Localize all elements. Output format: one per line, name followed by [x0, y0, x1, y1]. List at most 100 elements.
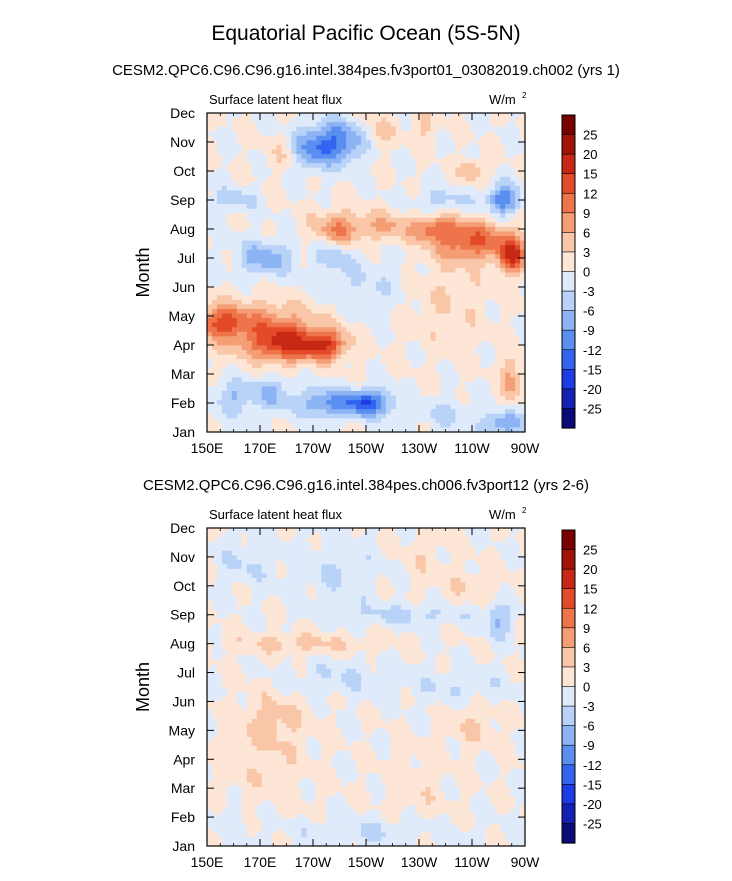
- heatmap-cell: [410, 135, 417, 141]
- heatmap-cell: [380, 550, 387, 556]
- heatmap-cell: [251, 418, 258, 424]
- heatmap-cell: [221, 249, 228, 255]
- heatmap-cell: [361, 340, 367, 346]
- heatmap-cell: [410, 140, 417, 146]
- heatmap-cell: [445, 231, 451, 237]
- heatmap-cell: [261, 254, 268, 260]
- heatmap-cell: [445, 336, 451, 342]
- heatmap-cell: [207, 363, 213, 369]
- heatmap-cell: [390, 263, 397, 269]
- heatmap-cell: [475, 395, 481, 401]
- heatmap-cell: [271, 181, 277, 187]
- heatmap-cell: [351, 254, 357, 260]
- heatmap-cell: [410, 245, 417, 251]
- heatmap-cell: [351, 345, 357, 351]
- heatmap-cell: [415, 222, 422, 228]
- heatmap-cell: [520, 427, 526, 433]
- heatmap-cell: [515, 144, 521, 150]
- heatmap-cell: [490, 217, 496, 223]
- heatmap-cell: [301, 318, 307, 324]
- heatmap-cell: [385, 550, 392, 556]
- heatmap-cell: [465, 195, 471, 200]
- heatmap-cell: [296, 400, 302, 406]
- heatmap-cell: [251, 135, 258, 141]
- heatmap-cell: [226, 322, 233, 328]
- heatmap-cell: [415, 113, 422, 118]
- x-tick-label: 110W: [454, 440, 490, 456]
- heatmap-cell: [216, 528, 223, 533]
- heatmap-cell: [480, 240, 486, 246]
- heatmap-cell: [231, 281, 238, 287]
- heatmap-cell: [226, 222, 233, 228]
- heatmap-cell: [326, 163, 332, 169]
- heatmap-cell: [291, 195, 297, 200]
- heatmap-cell: [370, 208, 377, 214]
- heatmap-cell: [370, 249, 377, 255]
- heatmap-cell: [331, 158, 337, 164]
- heatmap-cell: [236, 172, 243, 178]
- heatmap-cell: [316, 167, 322, 173]
- heatmap-cell: [251, 318, 258, 324]
- heatmap-cell: [455, 154, 461, 159]
- heatmap-cell: [311, 550, 317, 556]
- heatmap-cell: [420, 318, 427, 324]
- heatmap-cell: [366, 363, 372, 369]
- heatmap-cell: [435, 222, 441, 228]
- heatmap-cell: [510, 222, 516, 228]
- heatmap-cell: [450, 144, 456, 150]
- heatmap-cell: [475, 400, 481, 406]
- heatmap-cell: [450, 272, 456, 278]
- heatmap-cell: [435, 117, 441, 123]
- heatmap-cell: [216, 240, 223, 246]
- heatmap-cell: [430, 263, 436, 269]
- heatmap-cell: [435, 199, 441, 205]
- heatmap-cell: [296, 532, 302, 538]
- heatmap-cell: [326, 359, 332, 365]
- heatmap-cell: [395, 163, 402, 169]
- heatmap-cell: [380, 368, 387, 374]
- heatmap-cell: [321, 295, 327, 301]
- heatmap-cell: [216, 404, 223, 410]
- heatmap-cell: [375, 122, 382, 128]
- heatmap-cell: [420, 117, 427, 123]
- heatmap-cell: [286, 345, 292, 351]
- heatmap-cell: [286, 204, 292, 210]
- heatmap-cell: [211, 395, 218, 401]
- heatmap-cell: [351, 131, 357, 137]
- heatmap-cell: [420, 537, 427, 543]
- heatmap-cell: [415, 318, 422, 324]
- heatmap-cell: [216, 167, 223, 173]
- heatmap-cell: [495, 190, 501, 196]
- heatmap-cell: [405, 176, 412, 182]
- heatmap-cell: [390, 131, 397, 137]
- heatmap-cell: [385, 226, 392, 232]
- heatmap-cell: [346, 377, 352, 383]
- heatmap-cell: [500, 336, 506, 342]
- heatmap-cell: [226, 413, 233, 419]
- heatmap-cell: [306, 372, 312, 378]
- heatmap-cell: [311, 546, 317, 552]
- heatmap-cell: [236, 340, 243, 346]
- heatmap-cell: [405, 185, 412, 191]
- heatmap-cell: [515, 190, 521, 196]
- heatmap-cell: [291, 390, 297, 396]
- heatmap-cell: [445, 208, 451, 214]
- heatmap-cell: [490, 541, 496, 547]
- heatmap-cell: [400, 144, 407, 150]
- heatmap-cell: [460, 299, 466, 305]
- heatmap-cell: [276, 349, 282, 355]
- heatmap-cell: [346, 409, 352, 415]
- heatmap-cell: [366, 217, 372, 223]
- heatmap-cell: [316, 550, 322, 556]
- heatmap-cell: [366, 167, 372, 173]
- heatmap-cell: [221, 363, 228, 369]
- heatmap-cell: [445, 144, 451, 150]
- heatmap-cell: [356, 258, 362, 264]
- heatmap-cell: [375, 537, 382, 543]
- heatmap-cell: [296, 528, 302, 533]
- heatmap-cell: [405, 331, 412, 337]
- heatmap-cell: [435, 395, 441, 401]
- heatmap-cell: [366, 158, 372, 164]
- heatmap-cell: [510, 532, 516, 538]
- heatmap-cell: [385, 258, 392, 264]
